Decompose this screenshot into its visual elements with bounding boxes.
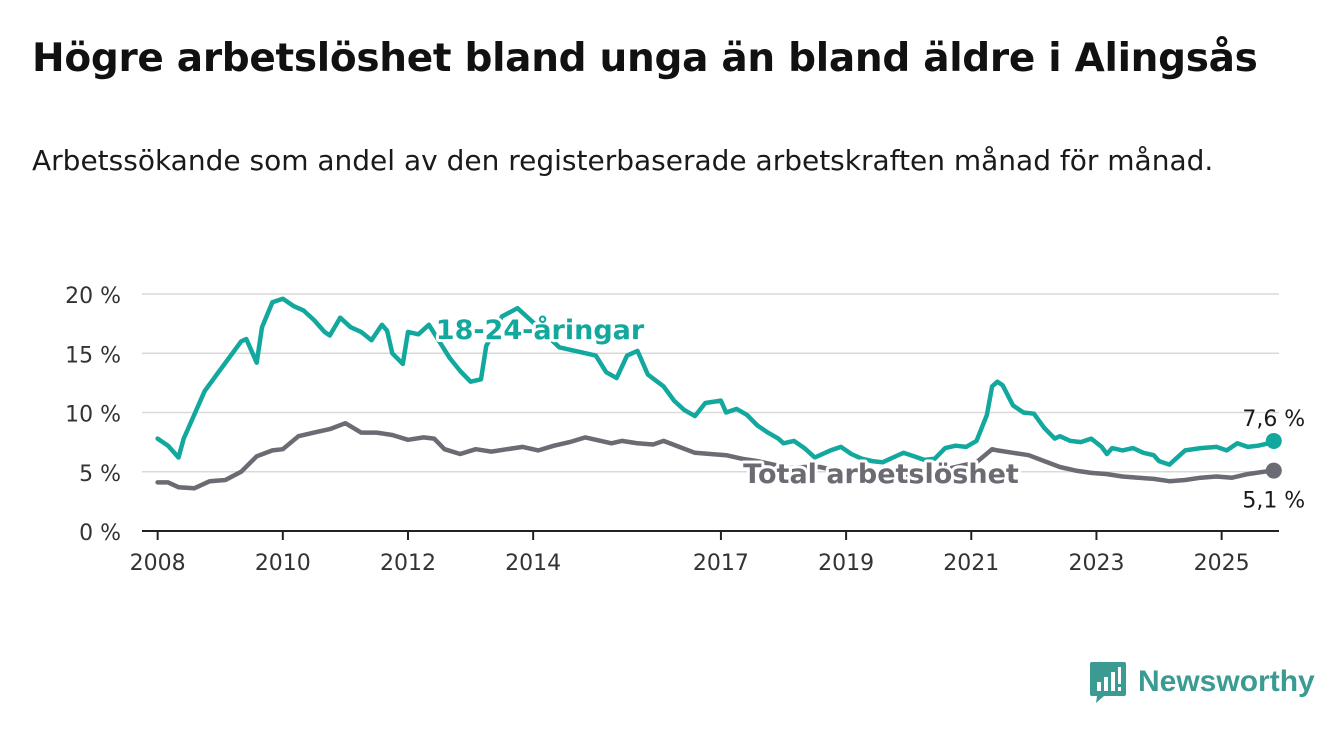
y-tick-label: 10 %	[65, 403, 121, 428]
series-end-marker	[1265, 432, 1282, 449]
chart-subtitle: Arbetssökande som andel av den registerb…	[32, 144, 1214, 177]
x-tick-label: 2014	[505, 551, 561, 576]
newsworthy-logo-icon	[1090, 662, 1126, 703]
y-tick-label: 5 %	[79, 462, 121, 487]
x-tick-label: 2025	[1194, 551, 1250, 576]
end-value-label-youth: 7,6 %	[1242, 407, 1305, 432]
x-tick-label: 2012	[380, 551, 436, 576]
x-axis-ticks: 2008 2010 2012 2014 2017 2019 2021 2023 2025	[130, 531, 1250, 576]
y-axis-ticks: 0 % 5 % 10 % 15 % 20 %	[65, 284, 121, 546]
series-lines	[155, 296, 1282, 491]
brand-name: Newsworthy	[1138, 665, 1315, 698]
chart-title: Högre arbetslöshet bland unga än bland ä…	[32, 36, 1258, 81]
series-line-total-arbetsl-shet	[155, 420, 1277, 491]
series-label-total: Total arbetslöshet	[743, 459, 1019, 490]
series-label-youth: 18-24-åringar	[436, 314, 645, 346]
x-tick-label: 2017	[693, 551, 749, 576]
x-tick-label: 2023	[1068, 551, 1124, 576]
y-tick-label: 20 %	[65, 284, 121, 309]
x-tick-label: 2021	[943, 551, 999, 576]
newsworthy-brand[interactable]: Newsworthy	[1088, 660, 1315, 704]
x-tick-label: 2008	[130, 551, 186, 576]
end-value-label-total: 5,1 %	[1242, 489, 1305, 514]
series-end-marker	[1265, 462, 1282, 479]
series-labels: 18-24-åringar Total arbetslöshet 7,6 % 5,1 …	[433, 311, 1305, 514]
y-tick-label: 15 %	[65, 343, 121, 368]
series-line-18-24-ringar	[155, 296, 1277, 467]
grid-lines	[142, 293, 1279, 532]
y-tick-label: 0 %	[79, 521, 121, 546]
x-tick-label: 2019	[818, 551, 874, 576]
x-tick-label: 2010	[255, 551, 311, 576]
